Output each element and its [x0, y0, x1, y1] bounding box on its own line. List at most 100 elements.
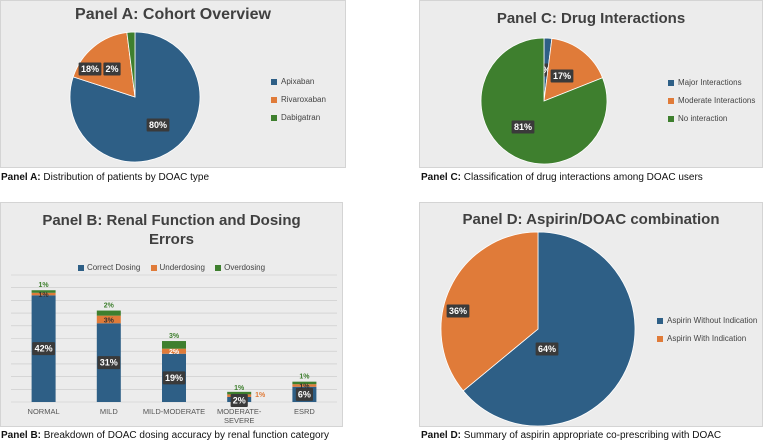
- pie-data-label: 17%: [550, 69, 574, 83]
- category-tick-label: SEVERE: [224, 416, 254, 425]
- pie-slice-moderate-interactions: [543, 38, 604, 102]
- legend-label: Aspirin Without Indication: [667, 316, 758, 325]
- panel-d-pie: 64% 36%: [440, 231, 636, 427]
- legend-item: Apixaban: [271, 77, 326, 86]
- panel-a-pie: 80% 18% 2%: [69, 31, 201, 163]
- legend-item: Correct Dosing: [77, 263, 141, 272]
- legend-item: Underdosing: [150, 263, 205, 272]
- svg-text:31%: 31%: [100, 358, 118, 368]
- svg-text:2%: 2%: [233, 395, 246, 405]
- pie-data-label: 64%: [535, 342, 559, 356]
- legend-label: Underdosing: [159, 263, 205, 272]
- legend-item: Major Interactions: [668, 78, 755, 87]
- svg-text:18%: 18%: [81, 64, 99, 74]
- legend-item: Moderate Interactions: [668, 96, 755, 105]
- bar-data-label: 1%: [39, 282, 50, 289]
- pie-data-label: 81%: [511, 120, 535, 134]
- legend-swatch: [215, 264, 222, 271]
- legend-item: No interaction: [668, 114, 755, 123]
- legend-item: Dabigatran: [271, 113, 326, 122]
- legend-label: Correct Dosing: [86, 263, 141, 272]
- svg-text:42%: 42%: [35, 344, 53, 354]
- panel-d-caption: Panel D: Summary of aspirin appropriate …: [421, 430, 722, 441]
- pie-slice-aspirin-with-indication: [440, 231, 539, 392]
- bar-overdosing: [227, 391, 252, 395]
- bar-overdosing: [31, 290, 56, 293]
- bar-data-label: 19%: [162, 371, 186, 385]
- bar-overdosing: [292, 381, 317, 385]
- svg-text:64%: 64%: [538, 344, 556, 354]
- panel-b-caption: Panel B: Breakdown of DOAC dosing accura…: [1, 430, 329, 441]
- pie-slice-aspirin-without-indication: [462, 231, 636, 427]
- category-tick-label: MILD-MODERATE: [143, 407, 205, 416]
- svg-text:17%: 17%: [553, 71, 571, 81]
- panel-b-chart: Panel B: Renal Function and Dosing Error…: [0, 202, 343, 427]
- bar-underdosing: [96, 315, 121, 324]
- legend-swatch: [657, 335, 663, 342]
- legend-label: Apixaban: [281, 77, 315, 86]
- pie-data-label: 36%: [446, 304, 470, 318]
- svg-text:19%: 19%: [165, 373, 183, 383]
- bar-underdosing: [292, 384, 317, 387]
- bar-overdosing: [96, 310, 121, 316]
- pie-data-label: 80%: [146, 118, 170, 132]
- bar-underdosing: [31, 292, 56, 296]
- panel-d-title: Panel D: Aspirin/DOAC combination: [462, 211, 720, 228]
- panel-a-caption: Panel A: Distribution of patients by DOA…: [1, 172, 210, 183]
- legend-swatch: [271, 96, 277, 103]
- legend-swatch: [271, 114, 277, 121]
- panel-d-legend: Aspirin Without Indication Aspirin With …: [657, 316, 757, 352]
- bar-data-label: 1%: [255, 392, 266, 399]
- panel-c-legend: Major Interactions Moderate Interactions…: [668, 78, 755, 132]
- legend-item: Aspirin With Indication: [657, 334, 757, 343]
- panel-c-caption: Panel C: Classification of drug interact…: [421, 172, 703, 183]
- legend-label: No interaction: [678, 114, 728, 123]
- category-tick-label: MILD: [100, 407, 119, 416]
- panel-d-chart: Panel D: Aspirin/DOAC combination 64% 36%…: [419, 202, 763, 427]
- pie-slice-dabigatran: [126, 31, 136, 98]
- legend-label: Dabigatran: [281, 113, 321, 122]
- bar-data-label: 42%: [32, 342, 55, 356]
- pie-data-label: 18%: [78, 62, 102, 76]
- svg-text:80%: 80%: [149, 120, 167, 130]
- legend-label: Major Interactions: [678, 78, 742, 87]
- svg-text:2%: 2%: [105, 64, 118, 74]
- bar-data-label: 1%: [299, 374, 310, 381]
- panel-c-chart: Panel C: Drug Interactions 2%17%81% Majo…: [419, 0, 763, 168]
- bar-data-label: 6%: [295, 387, 313, 401]
- legend-label: Overdosing: [224, 263, 266, 272]
- legend-swatch: [668, 97, 674, 104]
- panel-b-bars: 42% 1% 1% NORMAL 31% 3% 2% MILD 19% 2% 3% MILD-MODE…: [11, 274, 337, 425]
- bar-overdosing: [162, 341, 186, 349]
- bar-data-label: 1%: [299, 383, 310, 390]
- bar-data-label: 2%: [104, 303, 115, 310]
- legend-label: Aspirin With Indication: [667, 334, 747, 343]
- panel-a-legend: Apixaban Rivaroxaban Dabigatran: [271, 77, 326, 131]
- pie-data-label: 2%: [103, 62, 121, 76]
- legend-swatch: [668, 79, 674, 86]
- legend-item: Overdosing: [215, 263, 265, 272]
- panel-b-legend: Correct Dosing Underdosing Overdosing: [1, 263, 342, 273]
- category-tick-label: NORMAL: [28, 407, 60, 416]
- panel-c-pie: 2%17%81%: [480, 37, 608, 165]
- legend-item: Aspirin Without Indication: [657, 316, 757, 325]
- legend-label: Moderate Interactions: [678, 96, 756, 105]
- panel-a-title: Panel A: Cohort Overview: [75, 6, 271, 23]
- bar-data-label: 1%: [234, 385, 245, 392]
- legend-swatch: [668, 115, 674, 122]
- legend-swatch: [150, 264, 157, 271]
- bar-underdosing: [162, 348, 186, 354]
- panel-c-title: Panel C: Drug Interactions: [496, 10, 686, 27]
- legend-item: Rivaroxaban: [271, 95, 326, 104]
- bar-data-label: 3%: [104, 317, 115, 324]
- panel-a-chart: Panel A: Cohort Overview 80% 18% 2% Apixab…: [0, 0, 346, 168]
- svg-text:81%: 81%: [514, 122, 532, 132]
- bar-data-label: 2%: [169, 349, 180, 356]
- bar-data-label: 3%: [169, 333, 180, 340]
- svg-text:36%: 36%: [449, 306, 467, 316]
- panel-b-title: Panel B: Renal Function and Dosing Error…: [42, 212, 301, 248]
- legend-swatch: [657, 317, 663, 324]
- bar-data-label: 31%: [97, 356, 121, 370]
- legend-swatch: [77, 264, 84, 271]
- svg-text:6%: 6%: [298, 389, 311, 399]
